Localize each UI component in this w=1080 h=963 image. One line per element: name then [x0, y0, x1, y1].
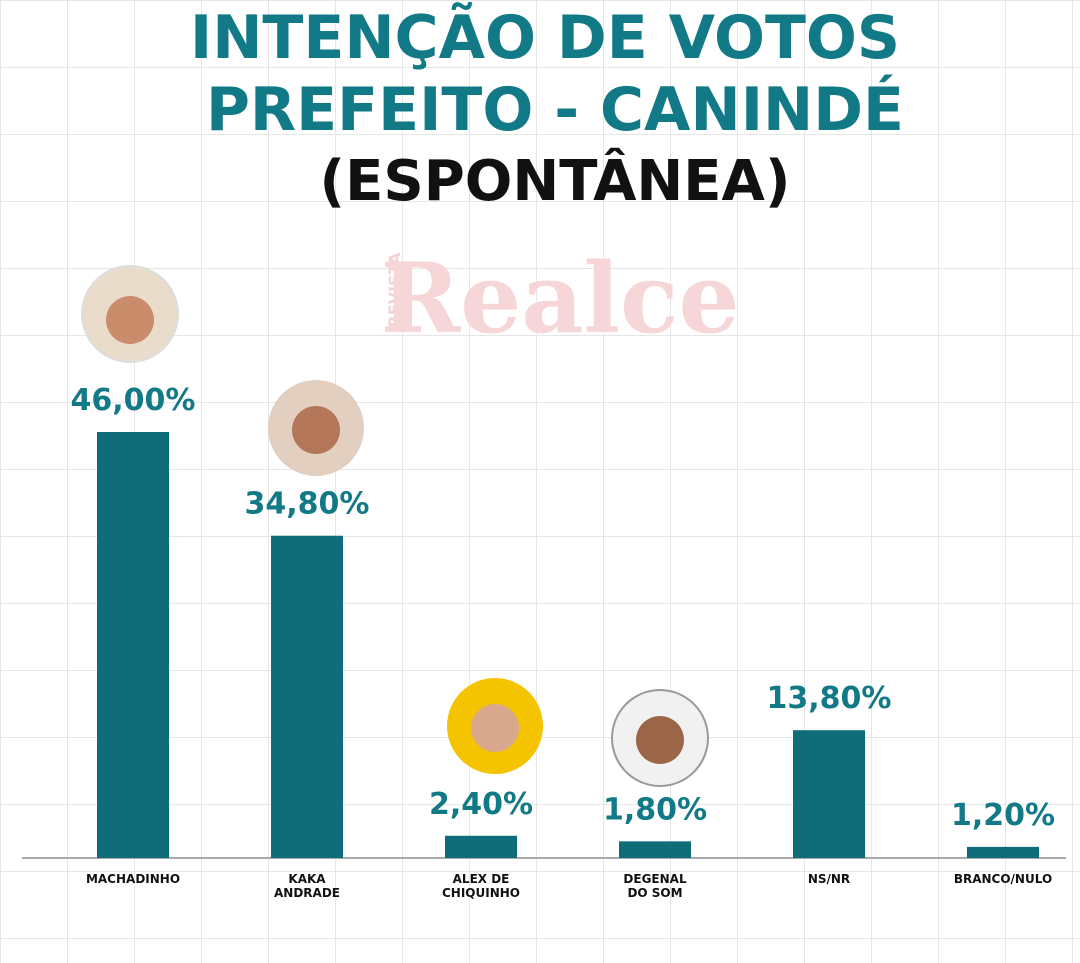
photo [268, 380, 364, 476]
value-label: 13,80% [767, 681, 892, 716]
x-tick-label: NS/NR [807, 872, 851, 886]
value-label: 2,40% [429, 787, 533, 822]
x-tick-label: KAKA ANDRADE [274, 872, 340, 900]
photo [447, 678, 543, 774]
watermark-prefix: REVISTA [385, 252, 404, 328]
photo [81, 265, 179, 363]
x-tick-label: MACHADINHO [85, 872, 181, 886]
watermark: Realce [380, 242, 739, 355]
title-line: PREFEITO - CANINDÉ [206, 73, 904, 145]
title-line: (ESPONTÂNEA) [320, 149, 791, 214]
value-label: 1,80% [603, 792, 707, 827]
bar [793, 730, 865, 858]
bar [97, 432, 169, 858]
bar [619, 841, 691, 858]
value-label: 1,20% [951, 798, 1055, 833]
x-tick-label: BRANCO/NULO [953, 872, 1053, 886]
value-label: 34,80% [245, 487, 370, 522]
photo [611, 689, 709, 787]
value-label: 46,00% [71, 383, 196, 418]
x-tick-label: ALEX DE CHIQUINHO [441, 872, 520, 900]
bar [967, 846, 1039, 858]
bar [445, 835, 517, 858]
title-line: INTENÇÃO DE VOTOS [190, 1, 900, 73]
x-tick-label: DEGENAL DO SOM [623, 872, 687, 900]
bar [271, 535, 343, 858]
